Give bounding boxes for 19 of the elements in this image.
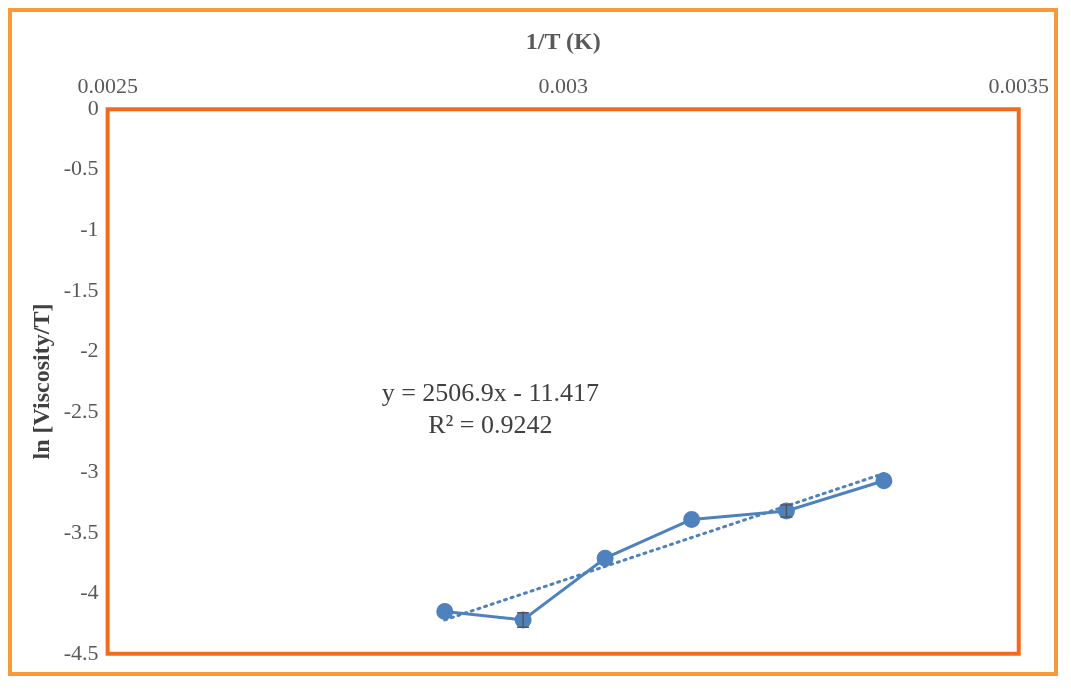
y-tick-label: -1 xyxy=(80,216,99,241)
point xyxy=(436,602,454,620)
annotation: R² = 0.9242 xyxy=(428,409,553,439)
y-tick-label: -1.5 xyxy=(63,276,99,302)
y-tick-label: -2 xyxy=(80,337,99,363)
point xyxy=(683,510,701,528)
x-tick-label: 0.003 xyxy=(538,72,588,98)
y-tick-label: -3 xyxy=(80,458,99,484)
point xyxy=(596,549,614,567)
y-axis-title: ln [Viscosity/T] xyxy=(27,303,54,460)
x-axis-title: 1/T (K) xyxy=(525,27,601,54)
point xyxy=(875,472,893,490)
y-tick-label: -0.5 xyxy=(63,155,99,181)
y-tick-label: -3.5 xyxy=(63,518,99,544)
annotation: y = 2506.9x - 11.417 xyxy=(381,377,599,407)
y-tick-label: -2.5 xyxy=(63,397,99,423)
x-tick-label: 0.0035 xyxy=(988,72,1049,98)
y-tick-label: -4 xyxy=(80,579,99,605)
y-tick-label: -4.5 xyxy=(63,639,99,665)
